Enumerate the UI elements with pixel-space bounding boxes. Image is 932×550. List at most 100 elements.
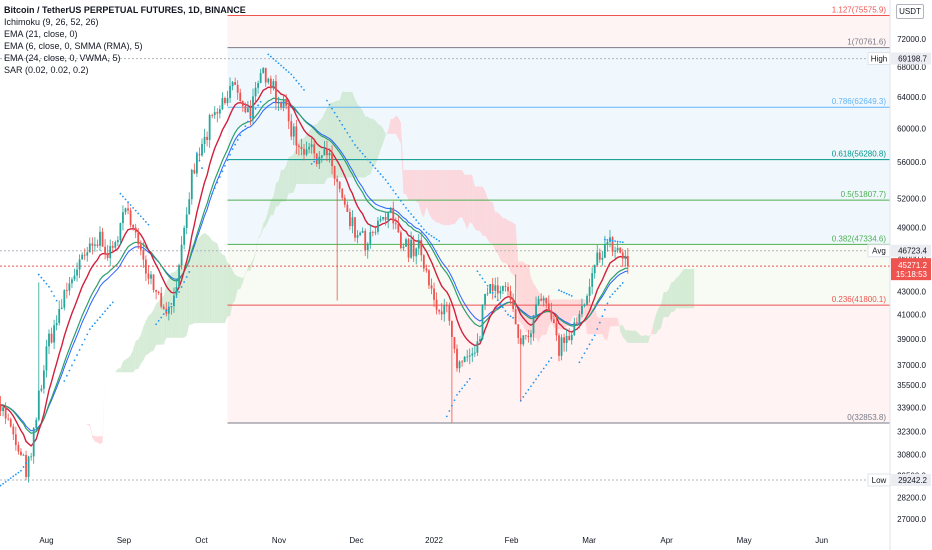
ichimoku-cloud-segment bbox=[184, 258, 187, 338]
candle-body bbox=[109, 245, 112, 259]
candle-body bbox=[170, 305, 173, 308]
ichimoku-cloud-segment bbox=[602, 317, 605, 341]
currency-button[interactable]: USDT bbox=[896, 4, 924, 19]
sar-dot bbox=[0, 484, 2, 487]
sar-dot bbox=[349, 135, 351, 138]
ichimoku-cloud-segment bbox=[428, 169, 432, 219]
candle-body bbox=[155, 290, 157, 292]
sar-dot bbox=[425, 231, 428, 234]
study-ema-6-smma[interactable]: EMA (6, close, 0, SMMA (RMA), 5) bbox=[4, 41, 143, 51]
candle-body bbox=[435, 299, 438, 310]
sar-dot bbox=[568, 293, 571, 296]
candle-body bbox=[586, 295, 588, 305]
sar-dot bbox=[405, 206, 407, 209]
candle-body bbox=[287, 105, 290, 122]
candle-body bbox=[252, 96, 254, 119]
candle-body bbox=[300, 146, 303, 149]
sar-dot bbox=[338, 119, 341, 122]
sar-dot bbox=[134, 209, 137, 212]
candle-body bbox=[453, 337, 456, 349]
ichimoku-cloud-segment bbox=[426, 169, 429, 214]
ichimoku-cloud-segment bbox=[87, 424, 90, 427]
candle-body bbox=[318, 157, 321, 165]
sar-dot bbox=[249, 116, 252, 118]
candle-body bbox=[461, 361, 463, 363]
candle-body bbox=[545, 298, 548, 304]
sar-dot bbox=[466, 381, 469, 383]
candle-body bbox=[481, 304, 484, 340]
sar-dot bbox=[382, 176, 384, 178]
ichimoku-cloud-segment bbox=[566, 299, 570, 326]
candle-body bbox=[451, 320, 453, 338]
sar-dot bbox=[542, 367, 545, 370]
sar-dot bbox=[285, 69, 288, 71]
candle-body bbox=[139, 244, 142, 250]
sar-dot bbox=[292, 76, 295, 79]
candle-body bbox=[201, 144, 203, 156]
ichimoku-cloud-segment bbox=[133, 340, 136, 373]
sar-dot bbox=[132, 206, 135, 209]
ichimoku-cloud-segment bbox=[253, 252, 256, 263]
sar-dot bbox=[389, 185, 392, 188]
sar-dot bbox=[586, 347, 588, 350]
ichimoku-cloud-segment bbox=[472, 174, 475, 230]
ichimoku-cloud-segment bbox=[686, 268, 690, 309]
candle-body bbox=[443, 305, 446, 315]
ichimoku-cloud-segment bbox=[454, 169, 457, 225]
ichimoku-cloud-segment bbox=[291, 154, 294, 194]
sar-dot bbox=[196, 152, 198, 155]
sar-dot bbox=[73, 359, 76, 362]
fib-zone-mid bbox=[227, 244, 890, 306]
sar-dot bbox=[43, 279, 45, 282]
ichimoku-cloud-segment bbox=[217, 243, 220, 324]
candle-body bbox=[387, 212, 390, 220]
ichimoku-cloud-segment bbox=[286, 157, 289, 202]
price-tick-label: 37000.0 bbox=[897, 361, 926, 370]
candle-body bbox=[313, 144, 316, 154]
candle-body bbox=[606, 241, 609, 245]
sar-dot bbox=[394, 192, 397, 195]
candle-body bbox=[555, 322, 558, 336]
ichimoku-cloud-segment bbox=[227, 263, 231, 317]
candle-body bbox=[53, 325, 55, 343]
sar-dot bbox=[109, 304, 112, 307]
sar-dot bbox=[94, 322, 96, 325]
candle-body bbox=[2, 407, 4, 412]
sar-dot bbox=[537, 374, 540, 377]
sar-dot bbox=[387, 182, 390, 185]
candle-body bbox=[157, 291, 160, 293]
ichimoku-cloud-segment bbox=[406, 169, 409, 201]
study-ema-24-vwma[interactable]: EMA (24, close, 0, VWMA, 5) bbox=[4, 53, 121, 63]
ichimoku-cloud-segment bbox=[487, 198, 491, 244]
candle-body bbox=[30, 456, 33, 458]
candle-body bbox=[63, 290, 66, 308]
candle-body bbox=[275, 81, 277, 104]
sar-dot bbox=[25, 462, 27, 465]
candle-body bbox=[241, 101, 244, 107]
study-ichimoku[interactable]: Ichimoku (9, 26, 52, 26) bbox=[4, 17, 99, 27]
sar-dot bbox=[198, 159, 201, 162]
bar-countdown: 15:18:53 bbox=[896, 270, 928, 279]
sar-dot bbox=[78, 348, 81, 351]
study-sar[interactable]: SAR (0.02, 0.02, 0.2) bbox=[4, 65, 89, 75]
ichimoku-cloud-segment bbox=[360, 106, 363, 178]
ichimoku-cloud-segment bbox=[265, 210, 269, 227]
candle-body bbox=[244, 106, 247, 113]
candle-body bbox=[183, 227, 186, 245]
sar-dot bbox=[119, 192, 122, 195]
sar-dot bbox=[614, 240, 616, 243]
ichimoku-cloud-segment bbox=[219, 251, 223, 324]
candle-body bbox=[295, 126, 298, 146]
sar-dot bbox=[374, 167, 377, 170]
study-ema-21[interactable]: EMA (21, close, 0) bbox=[4, 29, 78, 39]
candle-body bbox=[499, 290, 502, 294]
candle-body bbox=[558, 335, 560, 356]
ichimoku-cloud-segment bbox=[235, 274, 238, 301]
candle-body bbox=[540, 298, 543, 301]
candle-body bbox=[428, 270, 430, 286]
candle-body bbox=[129, 210, 132, 225]
ema-24-line bbox=[0, 101, 628, 432]
ichimoku-cloud-segment bbox=[69, 405, 72, 409]
sar-dot bbox=[527, 388, 530, 391]
